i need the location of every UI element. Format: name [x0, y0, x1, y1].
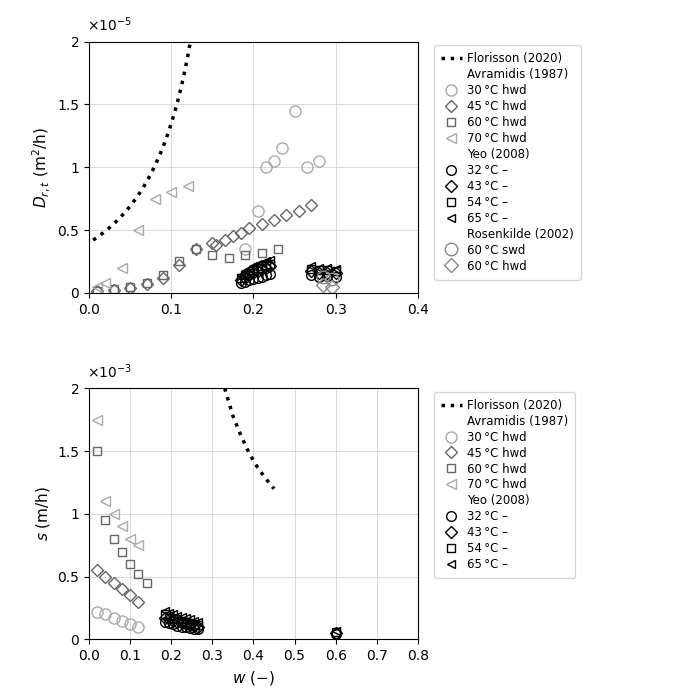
Y-axis label: $D_{r,t}$ (m$^2$/h): $D_{r,t}$ (m$^2$/h)	[29, 127, 52, 208]
Text: $\times10^{-5}$: $\times10^{-5}$	[88, 15, 132, 34]
Y-axis label: $s$ (m/h): $s$ (m/h)	[34, 486, 52, 541]
Legend: Florisson (2020), Avramidis (1987), 30 °C hwd, 45 °C hwd, 60 °C hwd, 70 °C hwd, : Florisson (2020), Avramidis (1987), 30 °…	[434, 392, 575, 578]
Legend: Florisson (2020), Avramidis (1987), 30 °C hwd, 45 °C hwd, 60 °C hwd, 70 °C hwd, : Florisson (2020), Avramidis (1987), 30 °…	[434, 45, 580, 279]
Text: $\times10^{-3}$: $\times10^{-3}$	[88, 362, 132, 381]
X-axis label: $w\,\,(-)$: $w\,\,(-)$	[232, 669, 275, 687]
